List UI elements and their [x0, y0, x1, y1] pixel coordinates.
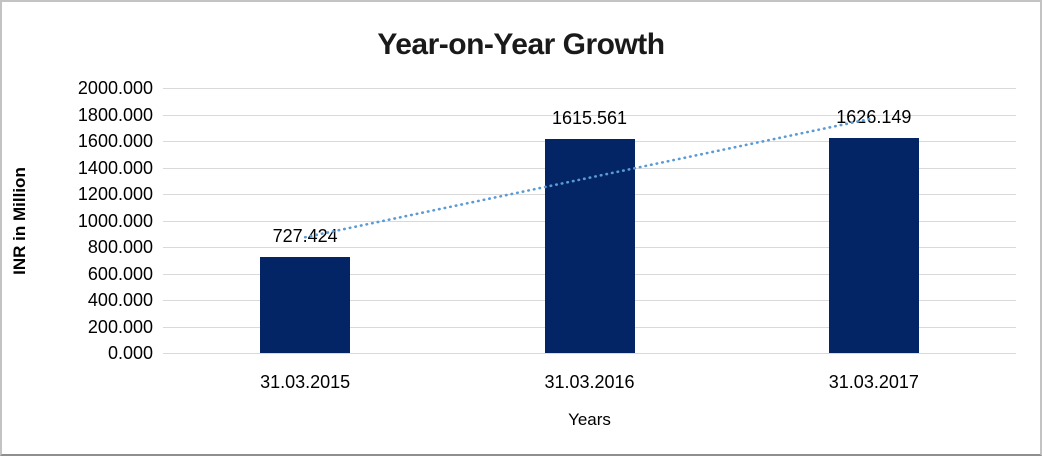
y-tick-label: 1200.000 [77, 184, 153, 204]
chart-title: Year-on-Year Growth [377, 28, 665, 61]
y-tick-label: 800.000 [87, 237, 153, 257]
x-axis-line [163, 353, 1016, 354]
y-tick-label: 400.000 [87, 290, 153, 310]
y-tick-label: 1800.000 [77, 104, 153, 125]
y-tick-label: 0.000 [107, 343, 153, 363]
y-tick-label: 1400.000 [77, 157, 153, 178]
bar-data-label: 727.424 [272, 225, 338, 246]
y-tick-label: 200.000 [87, 316, 153, 337]
bar-31.03.2017 [828, 137, 919, 353]
x-tick-label: 31.03.2015 [260, 372, 351, 392]
gridline [163, 114, 1016, 116]
y-tick-label: 1600.000 [77, 131, 153, 151]
y-tick-label: 1000.000 [77, 210, 153, 231]
gridline [163, 88, 1016, 89]
bar-31.03.2015 [260, 256, 351, 353]
x-axis-title: Years [568, 410, 611, 429]
y-tick-label: 2000.000 [77, 78, 153, 98]
x-tick-label: 31.03.2016 [544, 372, 635, 392]
bar-31.03.2016 [544, 138, 635, 353]
bar-data-label: 1626.149 [836, 106, 912, 127]
bar-data-label: 1615.561 [551, 107, 628, 128]
y-tick-label: 600.000 [87, 263, 153, 284]
x-tick-label: 31.03.2017 [828, 372, 919, 392]
